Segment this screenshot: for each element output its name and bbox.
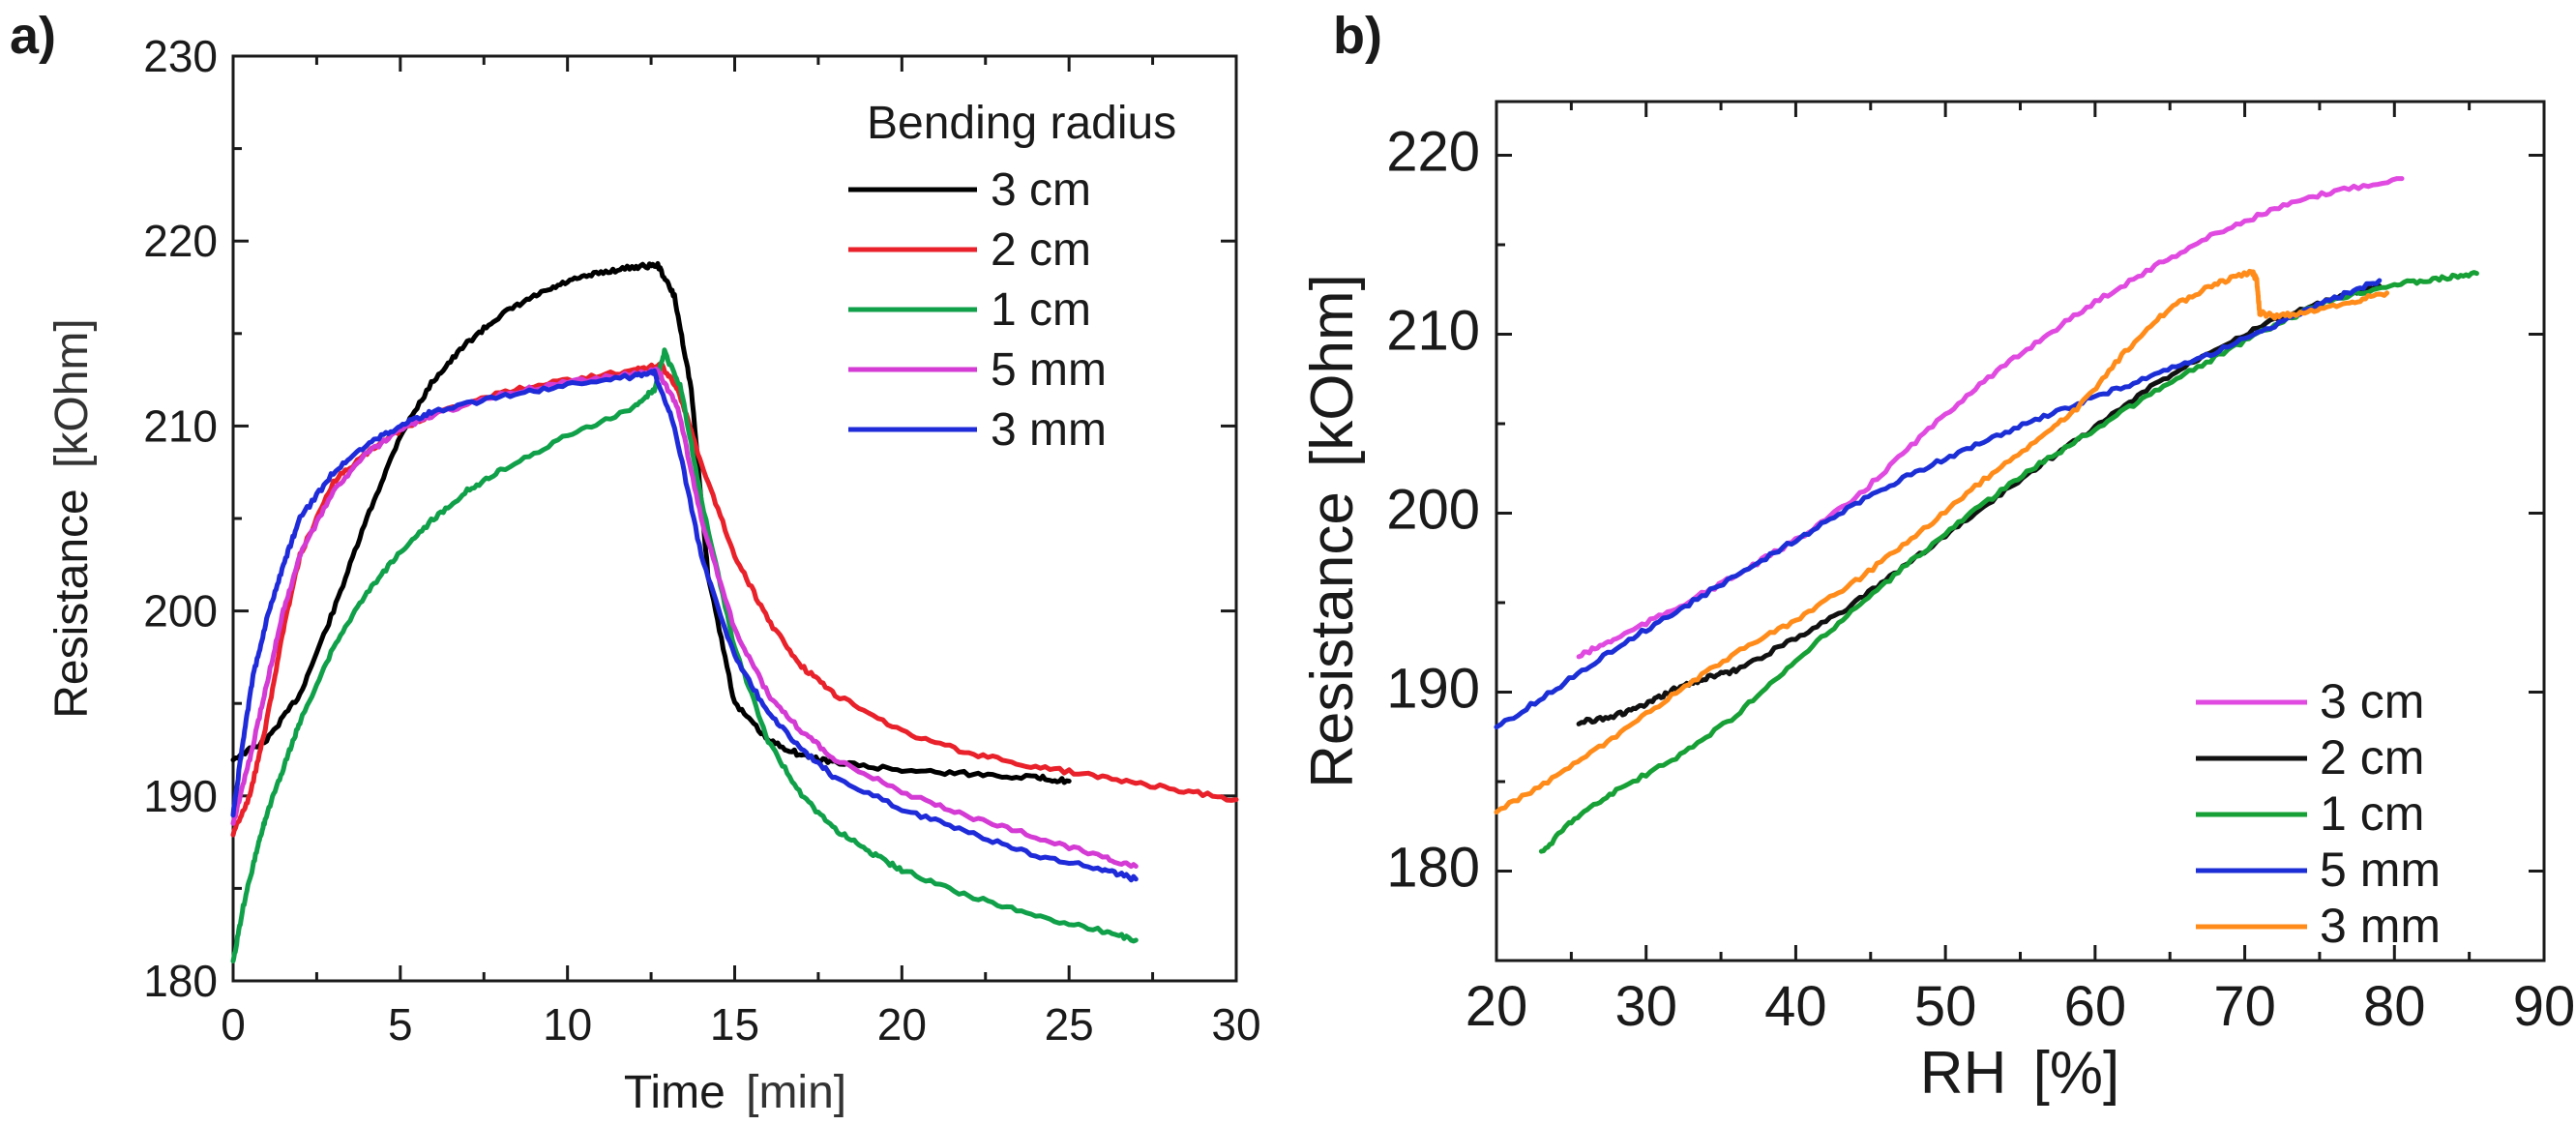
panel-a-y-tick-label: 220 <box>143 216 218 266</box>
panel-a-legend: Bending radius 3 cm 2 cm 1 cm 5 mm 3 mm <box>848 98 1176 456</box>
panel-b-y-axis-title-unit: [kOhm] <box>1299 274 1366 467</box>
panel-a-legend-title: Bending radius <box>867 98 1176 149</box>
panel-b-series-5-mm <box>1494 278 2383 730</box>
panel-b-x-tick-label: 40 <box>1764 975 1827 1038</box>
panel-b-label: b) <box>1333 7 1382 65</box>
panel-b-series-3-cm <box>1576 176 2405 660</box>
panel-b-y-tick-label: 200 <box>1386 479 1480 542</box>
panel-b-legend-label-1-cm: 1 cm <box>2320 786 2424 841</box>
panel-a-series-3-cm <box>230 260 1072 785</box>
panel-a-x-tick-label: 15 <box>710 999 759 1050</box>
panel-b-x-tick-label: 60 <box>2064 975 2127 1038</box>
panel-b-legend-label-2-cm: 2 cm <box>2320 730 2424 785</box>
panel-a-series <box>230 260 1239 963</box>
panel-a-legend-label-3-mm: 3 mm <box>991 404 1107 456</box>
panel-a-series-3-mm <box>230 368 1139 883</box>
panel-b-series-1-cm <box>1538 270 2479 854</box>
panel-b-x-tick-label: 70 <box>2213 975 2276 1038</box>
panel-a-x-tick-label: 25 <box>1045 999 1094 1050</box>
panel-b-legend-label-5-mm: 5 mm <box>2320 843 2441 897</box>
panel-a-y-tick-label: 190 <box>143 771 218 821</box>
panel-b-y-tick-label: 190 <box>1386 658 1480 721</box>
panel-a-x-tick-labels: 0 5 10 15 20 25 30 <box>221 999 1260 1050</box>
panel-a-y-tick-label: 200 <box>143 586 218 637</box>
panel-a-y-axis-title-unit: [kOhm] <box>46 318 98 468</box>
panel-a-y-tick-label: 210 <box>143 400 218 451</box>
panel-b-y-axis-title: Resistance [kOhm] <box>1299 274 1366 788</box>
panel-a-label: a) <box>10 7 56 65</box>
panel-b-x-tick-labels: 20 30 40 50 60 70 80 90 <box>1466 975 2576 1038</box>
panel-b-series <box>1494 176 2479 854</box>
panel-a-x-axis-title-main: Time <box>624 1067 725 1118</box>
panel-b-x-axis-title-unit: [%] <box>2033 1040 2120 1107</box>
panel-a-x-tick-label: 20 <box>877 999 927 1050</box>
panel-a-legend-label-5-mm: 5 mm <box>991 344 1107 396</box>
panel-a-y-axis-title: Resistance [kOhm] <box>46 318 98 718</box>
panel-b-ticks <box>1495 102 2546 961</box>
panel-a-y-tick-labels: 180 190 200 210 220 230 <box>143 31 218 1006</box>
panel-b-x-tick-label: 80 <box>2363 975 2426 1038</box>
panel-b-series-3-mm <box>1494 268 2390 815</box>
panel-a-x-axis-title: Time [min] <box>624 1067 846 1118</box>
panel-a-x-axis-title-unit: [min] <box>746 1067 846 1118</box>
panel-b-legend: 3 cm2 cm1 cm5 mm3 mm <box>2196 674 2441 953</box>
panel-a: a) 0 5 10 15 20 25 30 180 190 200 210 220 230 Time … <box>10 7 1261 1118</box>
panel-b-legend-label-3-mm: 3 mm <box>2320 899 2441 953</box>
panel-b-x-axis-title-main: RH <box>1920 1040 2007 1107</box>
panel-b-y-tick-labels: 180 190 200 210 220 <box>1386 121 1480 900</box>
panel-b-legend-label-3-cm: 3 cm <box>2320 674 2424 728</box>
panel-a-legend-label-1-cm: 1 cm <box>991 284 1091 336</box>
panel-a-series-1-cm <box>230 347 1139 963</box>
panel-a-x-tick-label: 10 <box>543 999 592 1050</box>
panel-b-y-tick-label: 220 <box>1386 121 1480 184</box>
panel-b-x-axis-title: RH [%] <box>1920 1040 2119 1107</box>
panel-a-x-tick-label: 5 <box>388 999 413 1050</box>
panel-b-x-tick-label: 20 <box>1466 975 1528 1038</box>
panel-a-ticks <box>231 54 1238 983</box>
panel-a-y-axis-title-main: Resistance <box>46 488 98 718</box>
panel-b-y-tick-label: 210 <box>1386 300 1480 363</box>
panel-a-y-tick-label: 180 <box>143 956 218 1006</box>
panel-a-legend-label-2-cm: 2 cm <box>991 224 1091 276</box>
panel-a-legend-label-3-cm: 3 cm <box>991 164 1091 216</box>
panel-b-y-axis-title-main: Resistance <box>1299 491 1366 788</box>
panel-a-x-tick-label: 30 <box>1211 999 1260 1050</box>
panel-a-x-tick-label: 0 <box>221 999 246 1050</box>
panel-b-y-tick-label: 180 <box>1386 837 1480 900</box>
panel-b-x-tick-label: 90 <box>2513 975 2576 1038</box>
panel-b: b) 20 30 40 50 60 70 80 90 180 190 200 210 220 RH [… <box>1299 7 2575 1107</box>
panel-b-x-tick-label: 50 <box>1914 975 1977 1038</box>
panel-b-x-tick-label: 30 <box>1614 975 1677 1038</box>
panel-a-y-tick-label: 230 <box>143 31 218 81</box>
